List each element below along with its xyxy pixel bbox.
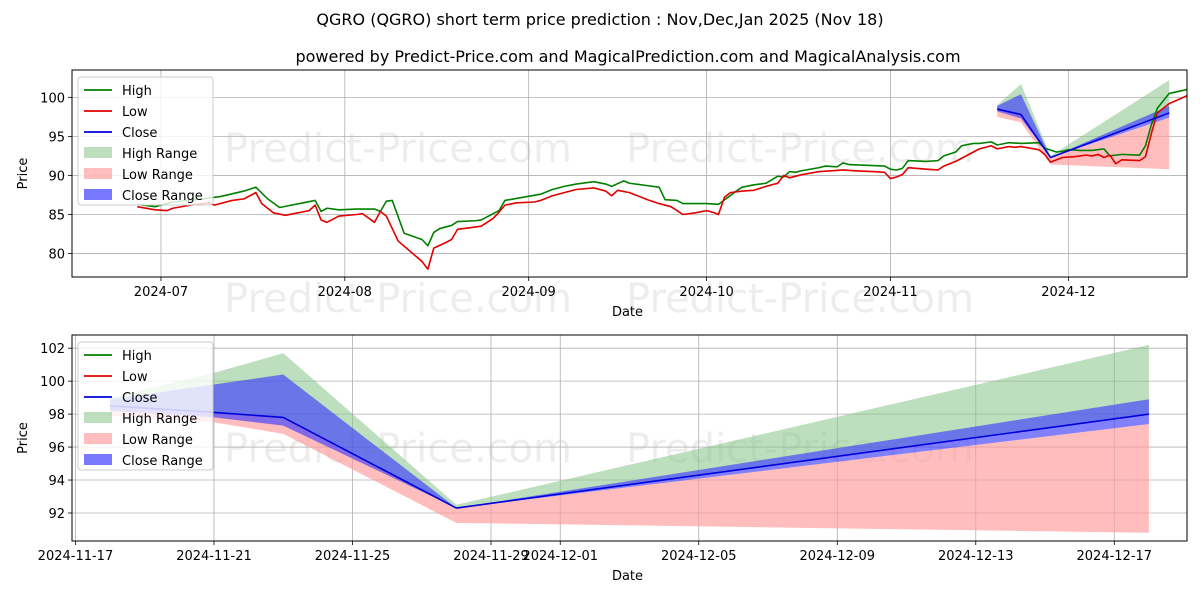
y-tick-label: 100 — [40, 375, 65, 390]
y-tick-label: 80 — [48, 248, 65, 263]
watermark-text: Predict-Price.com — [626, 126, 974, 172]
watermark-text: Predict-Price.com — [626, 276, 974, 322]
y-tick-label: 94 — [48, 474, 65, 489]
x-tick-label: 2024-12-13 — [938, 549, 1014, 564]
legend-label: High — [122, 84, 152, 99]
y-tick-label: 102 — [40, 342, 65, 357]
x-tick-label: 2024-11 — [863, 285, 917, 300]
x-tick-label: 2024-10 — [679, 285, 733, 300]
legend-label: High — [122, 349, 152, 364]
low-range-band — [110, 405, 1149, 533]
plot-frame — [71, 334, 1188, 542]
close-line — [997, 108, 1170, 159]
x-tick-label: 2024-12-09 — [799, 549, 875, 564]
y-tick-label: 92 — [48, 507, 65, 522]
y-tick-label: 96 — [48, 441, 65, 456]
y-tick-label: 85 — [48, 209, 65, 224]
x-tick-label: 2024-12-05 — [661, 549, 737, 564]
y-tick-label: 100 — [40, 91, 65, 106]
close-range-band — [110, 374, 1149, 509]
legend-label: Close — [122, 126, 157, 141]
series-area — [110, 344, 1150, 533]
legend-label: Close Range — [122, 454, 203, 469]
top-price-chart: Predict-Price.com Predict-Price.com Predic… — [16, 69, 1188, 322]
series-area — [137, 80, 1187, 270]
x-tick-label: 2024-12 — [1041, 285, 1095, 300]
chart-subtitle: powered by Predict-Price.com and Magical… — [295, 47, 960, 66]
legend-patch-swatch — [84, 433, 112, 444]
legend-patch-swatch — [84, 189, 112, 200]
x-tick-label: 2024-12-01 — [522, 549, 598, 564]
legend-label: Low — [122, 370, 148, 385]
legend-patch-swatch — [84, 147, 112, 158]
legend-patch-swatch — [84, 412, 112, 423]
legend-patch-swatch — [84, 454, 112, 465]
watermark-text: Predict-Price.com — [224, 126, 572, 172]
legend-label: Low Range — [122, 168, 193, 183]
x-tick-label: 2024-09 — [502, 285, 556, 300]
y-tick-label: 98 — [48, 408, 65, 423]
bottom-forecast-chart: Predict-Price.comPredict-Price.com2024-1… — [16, 334, 1188, 584]
x-axis-label: Date — [612, 569, 643, 584]
y-tick-label: 90 — [48, 169, 65, 184]
x-tick-label: 2024-07 — [134, 285, 188, 300]
y-axis-label: Price — [16, 422, 31, 454]
grid-lines — [72, 70, 1187, 277]
legend-label: Close Range — [122, 189, 203, 204]
legend-label: Close — [122, 391, 157, 406]
watermark-text: Predict-Price.com — [224, 276, 572, 322]
x-tick-label: 2024-11-17 — [38, 549, 114, 564]
y-tick-label: 95 — [48, 130, 65, 145]
x-tick-label: 2024-11-25 — [315, 549, 391, 564]
legend: High Low Close High Range Low Range Close Ran… — [77, 76, 214, 206]
x-tick-label: 2024-08 — [318, 285, 372, 300]
legend-label: High Range — [122, 147, 197, 162]
x-tick-label: 2024-12-17 — [1077, 549, 1153, 564]
legend-patch-swatch — [84, 168, 112, 179]
legend-label: Low — [122, 105, 148, 120]
chart-title: QGRO (QGRO) short term price prediction … — [316, 10, 883, 29]
x-tick-label: 2024-11-21 — [176, 549, 252, 564]
low-line — [137, 94, 1187, 270]
x-axis-label: Date — [612, 305, 643, 320]
y-axis-label: Price — [16, 158, 31, 190]
x-tick-label: 2024-11-29 — [453, 549, 529, 564]
legend: High Low Close High Range Low Range Close Ran… — [77, 341, 214, 471]
legend-label: High Range — [122, 412, 197, 427]
legend-label: Low Range — [122, 433, 193, 448]
plot-frame — [71, 69, 1188, 278]
